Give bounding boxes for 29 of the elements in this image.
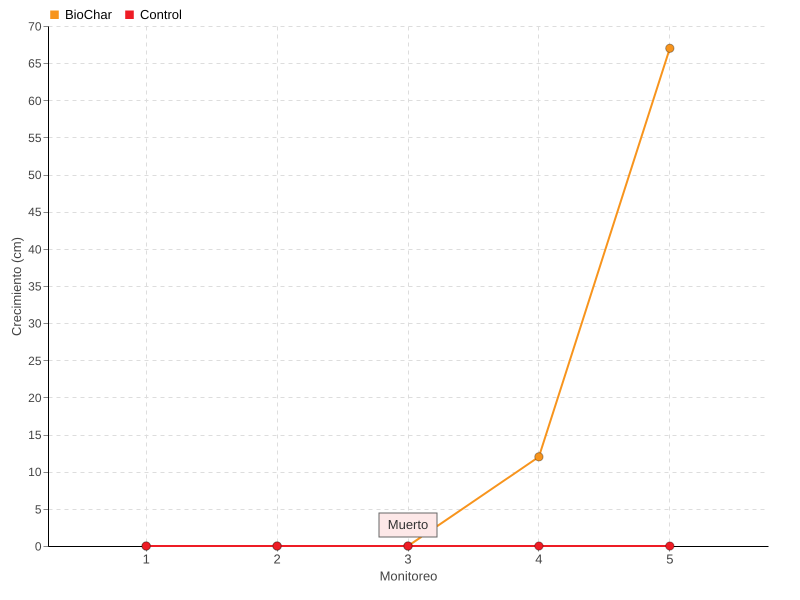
y-tick-label: 45 xyxy=(28,205,42,220)
x-tick-label: 5 xyxy=(666,552,674,566)
y-tick-label: 35 xyxy=(28,280,42,294)
y-tick-label: 70 xyxy=(28,20,42,34)
y-axis-title: Crecimiento (cm) xyxy=(9,237,24,336)
point xyxy=(534,452,544,462)
legend-label: BioChar xyxy=(65,6,113,22)
y-tick-label: 55 xyxy=(28,130,42,145)
x-tick-label: 2 xyxy=(273,552,281,566)
x-tick-label: 3 xyxy=(404,552,412,566)
y-tick-label: 30 xyxy=(28,316,42,331)
point xyxy=(665,44,674,53)
legend-label: Control xyxy=(140,6,182,22)
y-tick-label: 25 xyxy=(28,354,42,368)
x-tick-label: 1 xyxy=(142,552,150,566)
point xyxy=(534,541,544,551)
y-tick-label: 20 xyxy=(28,390,42,405)
point xyxy=(665,541,674,551)
y-tick-label: 0 xyxy=(34,540,42,554)
y-tick-label: 50 xyxy=(28,168,42,182)
y-tick-label: 15 xyxy=(28,428,42,442)
y-tick-label: 65 xyxy=(28,56,42,71)
x-axis-title: Monitoreo xyxy=(380,568,438,584)
y-tick-label: 40 xyxy=(28,242,42,256)
y-tick-label: 10 xyxy=(28,465,42,480)
x-tick-label: 4 xyxy=(535,552,543,566)
y-tick-label: 5 xyxy=(34,502,42,516)
y-tick-label: 60 xyxy=(28,94,42,108)
annotation: Muerto xyxy=(388,517,428,532)
